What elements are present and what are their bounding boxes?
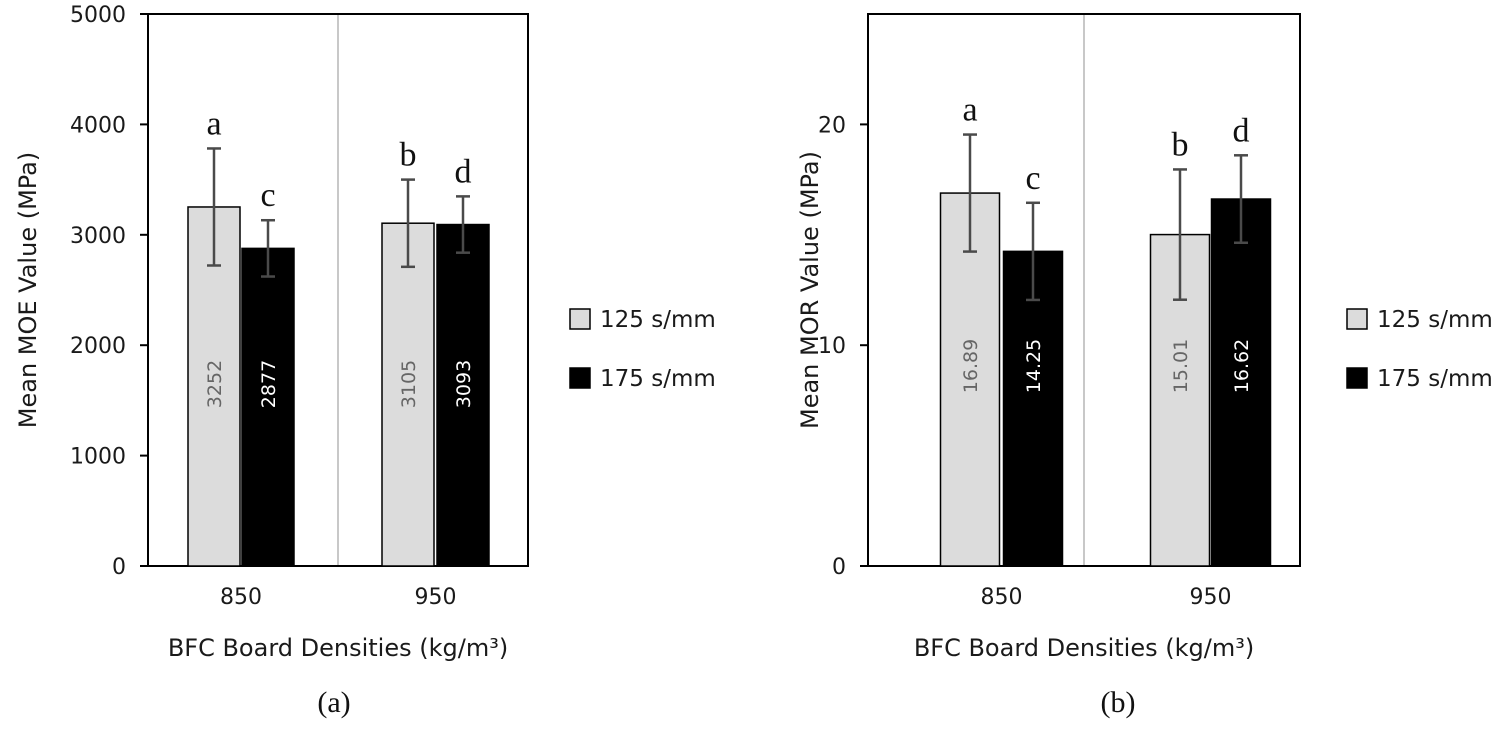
- y-tick-label: 3000: [70, 224, 126, 249]
- significance-letter: a: [206, 105, 221, 142]
- bar: [187, 206, 241, 567]
- data-label: 3093: [453, 360, 475, 408]
- y-tick-label: 4000: [70, 113, 126, 138]
- significance-letter: b: [1172, 126, 1189, 163]
- significance-letter: d: [455, 153, 472, 190]
- legend-swatch: [1346, 308, 1368, 330]
- significance-letter: d: [1233, 112, 1250, 149]
- chart-b: 0 10 20 850 950 BFC Board Densities (kg/m³) Me…: [796, 13, 1493, 719]
- y-axis-title: Mean MOR Value (MPa): [796, 151, 824, 429]
- y-tick-label: 20: [818, 113, 846, 138]
- data-label: 16.62: [1231, 339, 1253, 393]
- bar: [939, 192, 1001, 567]
- significance-letter: c: [1025, 160, 1040, 197]
- chart-caption: (b): [1101, 686, 1136, 719]
- bar: [381, 222, 435, 567]
- x-axis-title: BFC Board Densities (kg/m³): [914, 634, 1254, 662]
- y-tick-label: 1000: [70, 445, 126, 470]
- legend-label: 125 s/mm: [600, 307, 716, 333]
- x-tick-label: 850: [981, 585, 1023, 610]
- plot-frame: [147, 13, 529, 567]
- data-label: 15.01: [1170, 339, 1192, 393]
- y-tick-label: 2000: [70, 334, 126, 359]
- legend-swatch: [569, 367, 591, 389]
- legend-label: 175 s/mm: [1377, 366, 1493, 392]
- significance-letter: c: [260, 177, 275, 214]
- y-axis-title: Mean MOE Value (MPa): [14, 152, 42, 428]
- x-axis-title: BFC Board Densities (kg/m³): [168, 634, 508, 662]
- legend-swatch: [1346, 367, 1368, 389]
- chart-caption: (a): [317, 686, 350, 719]
- y-tick-label: 5000: [70, 3, 126, 28]
- plot-frame: [867, 13, 1301, 567]
- data-label: 3252: [204, 360, 226, 408]
- chart-a: 0 1000 2000 3000 4000 5000 850 950 BFC Board Den…: [14, 3, 716, 719]
- y-tick-label: 10: [818, 334, 846, 359]
- bar: [436, 223, 490, 567]
- x-tick-label: 850: [220, 585, 262, 610]
- significance-letter: b: [400, 137, 417, 174]
- legend-label: 125 s/mm: [1377, 307, 1493, 333]
- y-tick-label: 0: [832, 555, 846, 580]
- data-label: 16.89: [960, 339, 982, 393]
- data-label: 2877: [258, 360, 280, 408]
- legend-label: 175 s/mm: [600, 366, 716, 392]
- data-label: 14.25: [1023, 339, 1045, 393]
- bar: [241, 247, 295, 567]
- data-label: 3105: [398, 360, 420, 408]
- significance-letter: a: [962, 92, 977, 129]
- x-tick-label: 950: [1190, 585, 1232, 610]
- legend-swatch: [569, 308, 591, 330]
- bar: [1210, 198, 1272, 567]
- y-tick-label: 0: [112, 555, 126, 580]
- x-tick-label: 950: [415, 585, 457, 610]
- bar: [1002, 250, 1064, 567]
